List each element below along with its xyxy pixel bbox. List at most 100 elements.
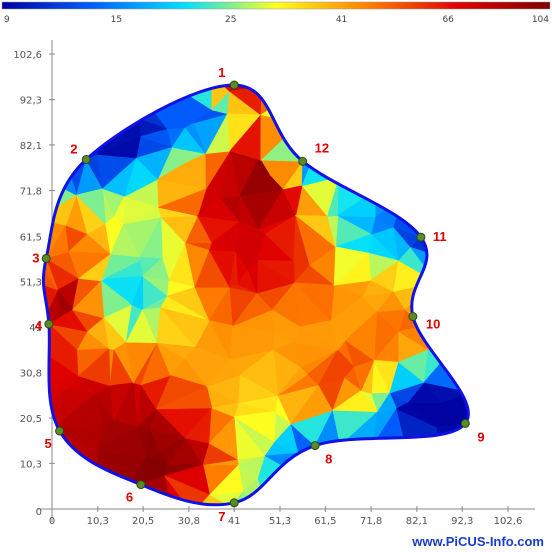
mesh-triangle	[139, 215, 163, 259]
cross-section-outline	[41, 83, 470, 507]
y-tick-label: 51,3	[20, 278, 42, 289]
mesh-triangle	[344, 310, 378, 361]
mesh-triangle	[142, 257, 170, 282]
measurement-point-label: 12	[315, 140, 329, 155]
mesh-triangle	[443, 477, 469, 505]
mesh-triangle	[270, 477, 313, 505]
measurement-point-label: 9	[477, 429, 484, 444]
colorbar-gradient	[1, 1, 551, 10]
measurement-point	[229, 498, 239, 508]
y-tick-label: 82,1	[20, 141, 42, 152]
mesh-triangle	[236, 490, 273, 505]
y-tick-label: 61,5	[20, 232, 42, 243]
mesh-triangle	[30, 280, 38, 412]
mesh-triangle	[406, 126, 442, 151]
mesh-triangle	[57, 289, 74, 311]
mesh-triangle	[353, 359, 375, 392]
mesh-triangle	[435, 445, 469, 479]
mesh-triangle	[395, 402, 437, 428]
mesh-triangle	[67, 84, 93, 111]
mesh-triangle	[332, 118, 366, 142]
y-tick-label: 92,3	[20, 96, 42, 107]
y-tick-label: 41	[29, 323, 42, 334]
mesh-triangle	[407, 148, 442, 189]
mesh-triangle	[332, 90, 370, 127]
mesh-triangle	[106, 90, 140, 120]
mesh-triangle	[23, 280, 31, 508]
mesh-triangle	[91, 84, 140, 111]
colorbar-tick-label: 104	[532, 15, 549, 25]
measurement-point	[229, 80, 239, 90]
mesh-triangle	[396, 478, 437, 505]
measurement-point-label: 10	[426, 317, 440, 332]
measurement-point	[55, 426, 65, 436]
mesh-triangle	[144, 428, 160, 459]
x-tick-label: 92,3	[451, 516, 473, 527]
y-tick-label: 102,6	[13, 50, 42, 61]
mesh-triangle	[472, 328, 477, 425]
measurement-point	[460, 418, 470, 428]
mesh-triangle	[436, 256, 459, 291]
mesh-triangle	[282, 185, 303, 217]
measurement-point-label: 1	[218, 65, 225, 80]
mesh-triangle	[440, 85, 461, 128]
mesh-triangle	[261, 84, 345, 97]
mesh-triangle	[440, 122, 461, 150]
mesh-triangle	[184, 345, 208, 387]
mesh-triangle	[440, 243, 469, 292]
mesh-triangle	[437, 441, 469, 479]
colorbar-tick-label: 9	[4, 15, 10, 25]
mesh-triangle	[375, 149, 409, 197]
mesh-triangle	[442, 195, 469, 229]
mesh-triangle	[30, 349, 40, 413]
measurement-point	[136, 480, 146, 490]
mesh-triangle	[78, 347, 111, 387]
mesh-triangle	[289, 84, 345, 120]
mesh-triangle	[396, 84, 445, 128]
measurement-point-label: 2	[70, 142, 77, 157]
mesh-triangle	[364, 90, 408, 128]
mesh-triangle	[377, 392, 398, 413]
mesh-triangle	[341, 125, 373, 154]
mesh-triangle	[131, 275, 144, 311]
x-tick-label: 61,5	[314, 516, 336, 527]
mesh-triangle	[43, 92, 72, 116]
measurement-point-label: 6	[126, 490, 133, 505]
mesh-triangle	[208, 416, 238, 460]
tomogram-mesh	[23, 84, 477, 508]
mesh-triangle	[458, 327, 469, 393]
mesh-triangle	[289, 95, 334, 124]
colorbar: 9 15 25 41 66 104	[1, 1, 551, 25]
x-tick-label: 30,8	[178, 516, 200, 527]
mesh-triangle	[339, 445, 373, 477]
mesh-triangle	[371, 149, 409, 192]
mesh-triangle	[43, 108, 72, 157]
measurement-point-label: 5	[45, 436, 52, 451]
mesh-triangle	[260, 86, 291, 116]
measurement-point-label: 8	[325, 452, 332, 467]
measurement-point	[298, 156, 308, 166]
mesh-triangle	[255, 159, 271, 176]
measurement-point-label: 4	[35, 318, 43, 333]
mesh-triangle	[406, 126, 442, 151]
mesh-triangle	[293, 282, 335, 322]
mesh-triangle	[298, 122, 313, 162]
x-tick-label: 102,6	[494, 516, 523, 527]
watermark-text: www.PiCUS-Info.com	[411, 534, 544, 549]
mesh-triangle	[338, 140, 373, 178]
measurement-point-label: 11	[433, 229, 447, 244]
colorbar-tick-label: 66	[442, 15, 454, 25]
measurement-point	[408, 312, 418, 322]
y-tick-label: 71,8	[20, 187, 42, 198]
measurement-point-label: 3	[32, 250, 39, 265]
mesh-triangle	[92, 84, 160, 92]
mesh-triangle	[235, 228, 259, 261]
mesh-triangle	[43, 84, 93, 94]
mesh-triangle	[331, 390, 379, 413]
mesh-triangle	[239, 195, 259, 231]
mesh-triangle	[76, 188, 106, 225]
mesh-triangle	[239, 348, 279, 396]
mesh-triangle	[457, 243, 469, 329]
y-tick-label: 0	[36, 507, 42, 518]
